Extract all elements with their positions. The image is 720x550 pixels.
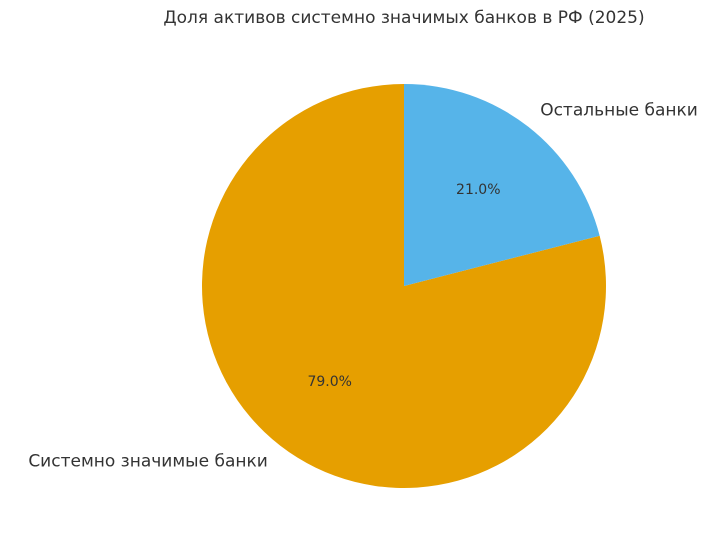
slice-label: Системно значимые банки bbox=[28, 452, 267, 472]
chart-title: Доля активов системно значимых банков в … bbox=[163, 8, 644, 28]
percent-label: 21.0% bbox=[456, 182, 500, 198]
slice-label: Остальные банки bbox=[540, 100, 698, 120]
percent-label: 79.0% bbox=[307, 374, 351, 390]
pie-slice bbox=[404, 84, 600, 286]
